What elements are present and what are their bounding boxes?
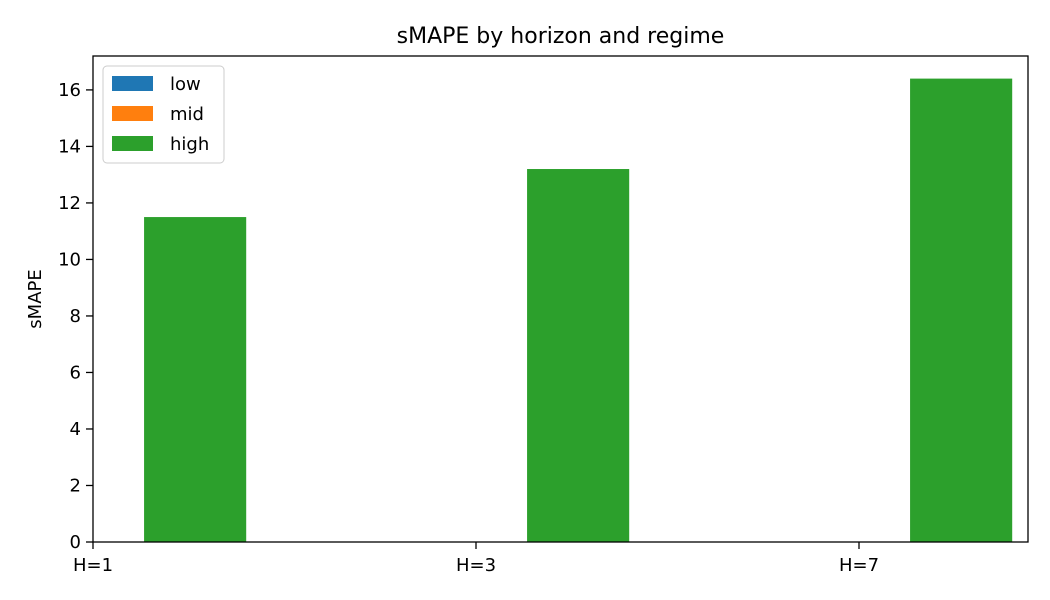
x-tick-label: H=7 (839, 555, 879, 576)
legend-swatch-low (112, 76, 153, 91)
y-tick-label: 0 (70, 532, 81, 553)
x-tick-label: H=1 (73, 555, 113, 576)
x-axis: H=1 H=3 H=7 (73, 542, 879, 576)
plot-frame (92, 55, 1029, 543)
y-axis: 0 2 4 6 8 10 12 14 16 (58, 80, 93, 553)
y-tick-label: 2 (70, 475, 81, 496)
y-tick-label: 12 (58, 193, 81, 214)
legend-swatch-high (112, 136, 153, 151)
bar-high-h7 (910, 78, 1013, 543)
y-tick-label: 10 (58, 249, 81, 270)
y-tick-label: 8 (70, 306, 81, 327)
legend-swatch-mid (112, 106, 153, 121)
y-tick-label: 16 (58, 80, 81, 101)
bar-high-h3 (527, 169, 630, 542)
chart-title: sMAPE by horizon and regime (397, 24, 725, 49)
legend: low mid high (102, 65, 225, 164)
y-tick-label: 4 (70, 419, 81, 440)
bar-high-h1 (144, 217, 247, 542)
legend-label-mid: mid (170, 104, 204, 125)
y-tick-label: 6 (70, 362, 81, 383)
legend-label-high: high (170, 134, 209, 155)
y-tick-label: 14 (58, 136, 81, 157)
y-axis-label: sMAPE (25, 269, 46, 328)
bars-group (144, 78, 1013, 543)
legend-label-low: low (170, 74, 201, 95)
x-tick-label: H=3 (456, 555, 496, 576)
